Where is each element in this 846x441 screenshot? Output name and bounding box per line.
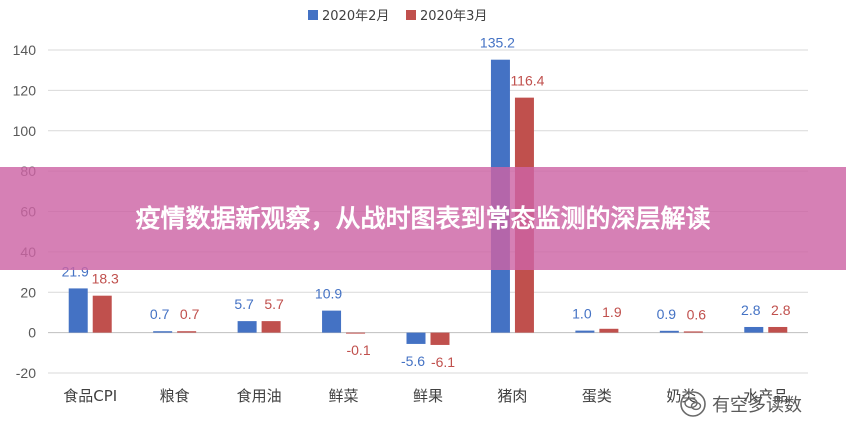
data-label: 0.6 — [687, 306, 707, 322]
x-tick-label: 蛋类 — [582, 387, 612, 405]
bar-feb — [744, 326, 764, 333]
data-label: 10.9 — [315, 286, 342, 302]
legend-label: 2020年2月 — [322, 9, 389, 24]
wechat-icon — [680, 391, 706, 417]
data-label: -5.6 — [401, 353, 425, 369]
x-tick-label: 鲜菜 — [329, 387, 359, 405]
x-tick-label: 猪肉 — [497, 387, 527, 405]
y-tick-label: 0 — [28, 325, 36, 341]
watermark: 有空多读数 — [680, 388, 802, 420]
y-tick-label: 20 — [20, 284, 36, 300]
x-tick-label: 食品CPI — [63, 387, 117, 405]
banner-title: 疫情数据新观察，从战时图表到常态监测的深层解读 — [135, 203, 711, 233]
data-label: 18.3 — [92, 271, 119, 287]
bar-mar — [599, 328, 619, 333]
bar-mar — [92, 295, 112, 333]
data-label: 5.7 — [234, 296, 254, 312]
watermark-text: 有空多读数 — [712, 395, 802, 416]
bar-feb — [575, 330, 595, 333]
bar-mar — [177, 331, 197, 333]
bar-mar — [768, 326, 788, 333]
bar-feb — [237, 321, 257, 333]
data-label: 5.7 — [264, 296, 284, 312]
data-label: -6.1 — [431, 354, 455, 370]
legend-swatch — [406, 10, 416, 20]
legend-swatch — [308, 10, 318, 20]
x-tick-label: 奶类 — [666, 387, 696, 405]
data-label: 2.8 — [741, 302, 761, 318]
data-label: 0.7 — [150, 306, 170, 322]
bar-feb — [322, 310, 342, 333]
data-label: -0.1 — [346, 342, 370, 358]
bar-feb — [659, 330, 679, 333]
data-label: 116.4 — [510, 73, 544, 89]
bar-mar — [683, 331, 703, 333]
legend: 2020年2月 2020年3月 — [308, 9, 487, 24]
x-axis: 食品CPI 粮食 食用油 鲜菜 鲜果 猪肉 蛋类 奶类 水产品 — [63, 387, 788, 405]
data-label: 0.7 — [180, 306, 200, 322]
x-tick-label: 水产品 — [743, 387, 788, 405]
y-tick-label: 140 — [13, 42, 37, 58]
bar-mar — [346, 332, 366, 334]
data-label: 2.8 — [771, 302, 791, 318]
data-label: 1.9 — [602, 304, 622, 320]
y-tick-label: 100 — [13, 123, 37, 139]
data-label: 0.9 — [657, 306, 677, 322]
x-tick-label: 食用油 — [237, 387, 282, 405]
bar-feb — [68, 288, 88, 333]
data-label: 1.0 — [572, 306, 592, 322]
data-label: 135.2 — [480, 35, 515, 51]
data-labels: 21.9 18.30.7 0.75.7 5.710.9-0.1-5.6 -6.1135.… — [62, 35, 791, 370]
bar-mar — [261, 321, 281, 333]
bar-feb — [406, 332, 426, 344]
legend-label: 2020年3月 — [420, 9, 487, 24]
title-banner: 疫情数据新观察，从战时图表到常态监测的深层解读 — [0, 167, 846, 270]
bar-mar — [430, 332, 450, 345]
x-tick-label: 鲜果 — [413, 387, 443, 405]
bar-feb — [153, 331, 173, 333]
y-tick-label: 120 — [13, 82, 37, 98]
y-tick-label: -20 — [16, 365, 36, 381]
x-tick-label: 粮食 — [160, 387, 190, 405]
